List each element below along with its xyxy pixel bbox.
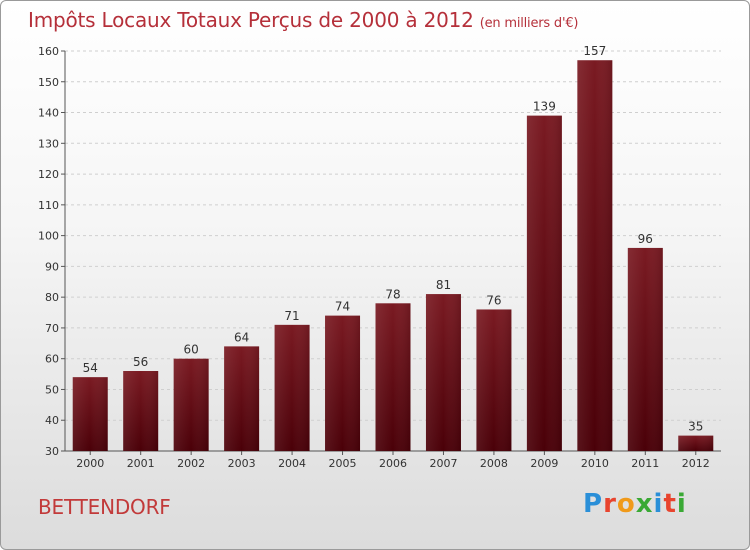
logo-letter: i bbox=[653, 489, 664, 519]
data-label: 157 bbox=[583, 44, 606, 58]
data-label: 139 bbox=[533, 100, 556, 114]
x-tick-label: 2007 bbox=[429, 457, 457, 470]
y-tick-label: 100 bbox=[38, 230, 59, 243]
x-tick-label: 2009 bbox=[530, 457, 558, 470]
x-tick-label: 2010 bbox=[581, 457, 609, 470]
chart-title-text: Impôts Locaux Totaux Perçus de 2000 à 20… bbox=[28, 8, 474, 32]
logo-letter: t bbox=[663, 489, 677, 519]
bar-shade bbox=[173, 358, 209, 451]
bar-shade bbox=[375, 303, 411, 451]
data-label: 76 bbox=[486, 293, 501, 307]
bar-shade bbox=[577, 60, 613, 451]
bar-shade bbox=[274, 324, 310, 451]
bar-shade bbox=[678, 435, 714, 451]
data-label: 74 bbox=[335, 300, 350, 314]
y-tick-label: 60 bbox=[45, 353, 59, 366]
x-tick-label: 2012 bbox=[682, 457, 710, 470]
y-tick-label: 130 bbox=[38, 137, 59, 150]
data-label: 96 bbox=[638, 232, 653, 246]
y-tick-label: 110 bbox=[38, 199, 59, 212]
y-tick-label: 50 bbox=[45, 383, 59, 396]
x-tick-label: 2000 bbox=[76, 457, 104, 470]
data-label: 54 bbox=[83, 361, 98, 375]
bar-shade bbox=[123, 371, 159, 451]
x-tick-label: 2002 bbox=[177, 457, 205, 470]
x-tick-label: 2011 bbox=[631, 457, 659, 470]
logo-letter: P bbox=[583, 489, 604, 519]
x-tick-label: 2006 bbox=[379, 457, 407, 470]
logo-letter: i bbox=[676, 489, 687, 519]
bar-shade bbox=[476, 309, 512, 451]
y-tick-label: 120 bbox=[38, 168, 59, 181]
bar-shade bbox=[425, 294, 461, 451]
y-tick-label: 80 bbox=[45, 291, 59, 304]
bar-shade bbox=[627, 247, 663, 451]
y-tick-label: 30 bbox=[45, 445, 59, 458]
data-label: 71 bbox=[284, 309, 299, 323]
x-tick-label: 2001 bbox=[127, 457, 155, 470]
data-label: 35 bbox=[688, 420, 703, 434]
data-label: 56 bbox=[133, 355, 148, 369]
y-tick-label: 40 bbox=[45, 414, 59, 427]
proxiti-logo: Proxiti bbox=[583, 489, 687, 519]
data-label: 60 bbox=[184, 343, 199, 357]
x-tick-label: 2005 bbox=[329, 457, 357, 470]
bar-shade bbox=[224, 346, 260, 451]
y-tick-label: 90 bbox=[45, 260, 59, 273]
logo-letter: r bbox=[603, 489, 617, 519]
y-tick-label: 70 bbox=[45, 322, 59, 335]
y-tick-label: 150 bbox=[38, 76, 59, 89]
bar-shade bbox=[526, 115, 562, 451]
data-label: 81 bbox=[436, 278, 451, 292]
logo-letter: o bbox=[616, 489, 636, 519]
x-tick-label: 2004 bbox=[278, 457, 306, 470]
x-tick-label: 2008 bbox=[480, 457, 508, 470]
chart-title: Impôts Locaux Totaux Perçus de 2000 à 20… bbox=[28, 8, 578, 32]
logo-letter: x bbox=[635, 489, 654, 519]
x-tick-label: 2003 bbox=[228, 457, 256, 470]
data-label: 78 bbox=[385, 287, 400, 301]
y-tick-label: 140 bbox=[38, 107, 59, 120]
bar-shade bbox=[325, 315, 361, 451]
data-label: 64 bbox=[234, 330, 249, 344]
bar-shade bbox=[72, 377, 108, 451]
city-name: BETTENDORF bbox=[38, 495, 171, 519]
chart-unit: (en milliers d'€) bbox=[479, 16, 579, 31]
y-tick-label: 160 bbox=[38, 45, 59, 58]
